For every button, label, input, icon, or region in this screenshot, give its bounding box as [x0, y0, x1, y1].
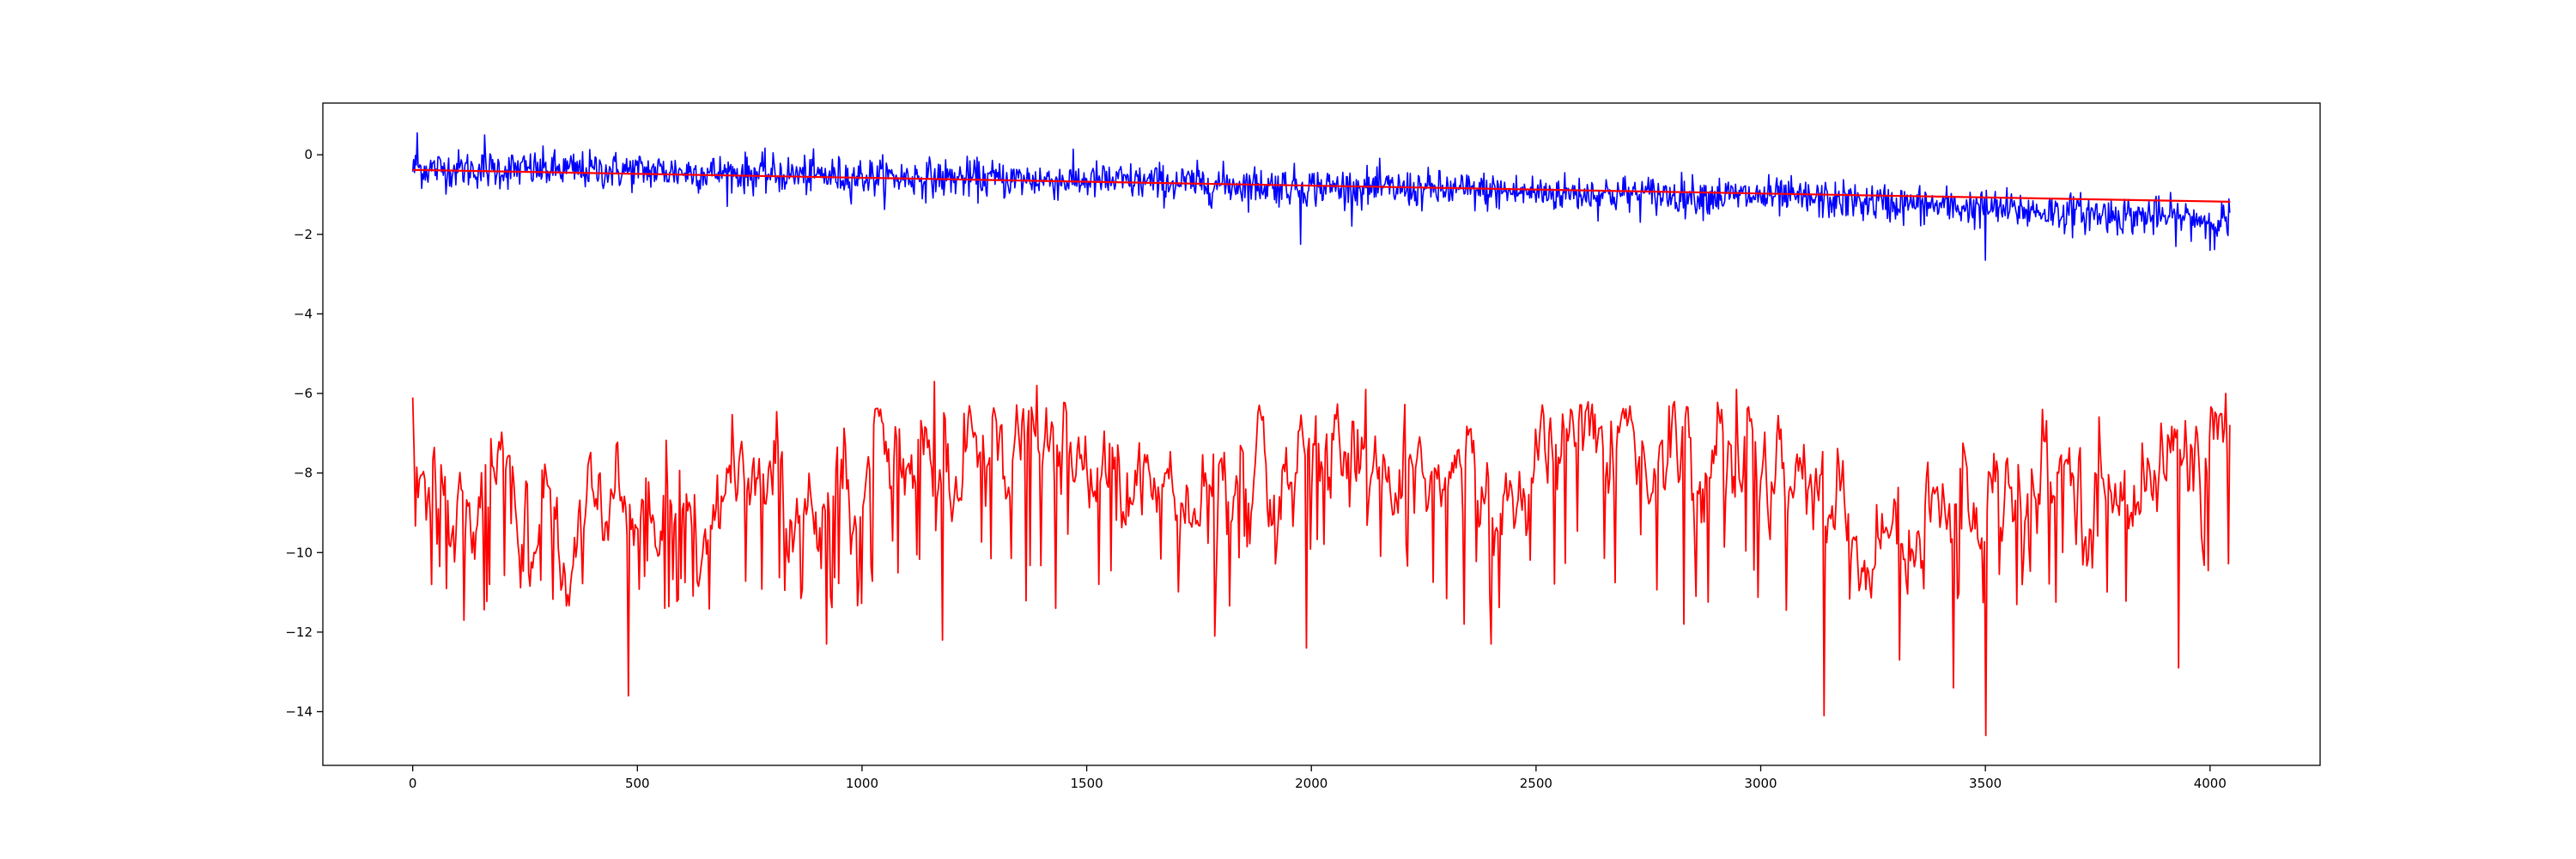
plot-area: 0 500 1000 1500 2000 2500 3000 3500 4000 0 −2 −4 −6…: [285, 102, 2321, 791]
axes-frame: [322, 102, 2321, 766]
series-red-trend-line: [412, 168, 2231, 203]
x-tick-label: 2500: [1520, 776, 1552, 791]
y-tick-label: −4: [294, 306, 313, 321]
y-axis: 0 −2 −4 −6 −8 −10 −12 −14: [285, 147, 323, 719]
series-red-line: [411, 381, 2231, 737]
x-axis: 0 500 1000 1500 2000 2500 3000 3500 4000: [409, 765, 2227, 791]
y-tick-label: −14: [285, 704, 313, 719]
series-blue-line: [411, 131, 2231, 261]
y-tick-label: −2: [294, 227, 313, 242]
x-tick-label: 4000: [2194, 776, 2227, 791]
x-tick-label: 1000: [846, 776, 878, 791]
x-tick-label: 500: [625, 776, 650, 791]
x-tick-label: 2000: [1295, 776, 1327, 791]
x-tick-label: 1500: [1070, 776, 1103, 791]
y-tick-label: 0: [304, 147, 313, 162]
x-tick-label: 0: [409, 776, 417, 791]
x-tick-label: 3500: [1969, 776, 2002, 791]
y-tick-label: −8: [294, 466, 313, 481]
x-tick-label: 3000: [1744, 776, 1777, 791]
y-tick-label: −12: [285, 624, 313, 640]
y-tick-label: −10: [285, 545, 313, 560]
series-layer: [411, 131, 2231, 737]
y-tick-label: −6: [294, 386, 313, 401]
